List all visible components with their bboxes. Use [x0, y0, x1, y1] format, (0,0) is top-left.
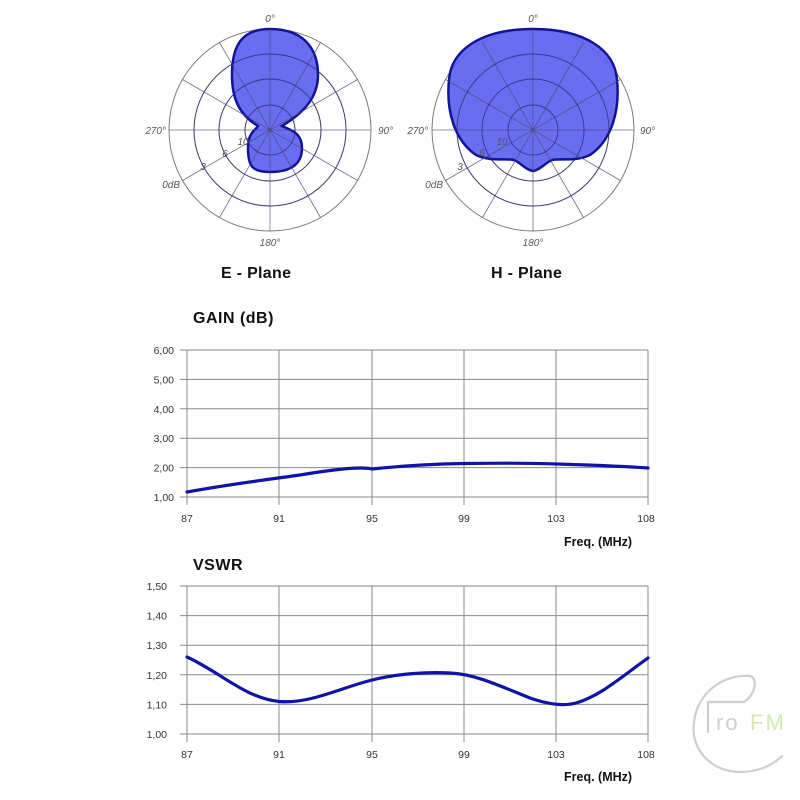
- svg-text:5,00: 5,00: [154, 374, 175, 386]
- svg-text:3,00: 3,00: [154, 433, 175, 445]
- vswr-chart-title: VSWR: [193, 557, 243, 574]
- svg-text:108: 108: [637, 513, 655, 525]
- gain-chart: 6,00 5,00 4,00 3,00 2,00 1,00 87 91 95 9…: [154, 345, 655, 525]
- gain-curve: [185, 461, 650, 494]
- e-plane-ring-10: 10: [237, 137, 249, 148]
- e-plane-angle-180: 180°: [260, 238, 281, 249]
- svg-text:108: 108: [637, 749, 655, 761]
- e-plane-angle-0: 0°: [265, 14, 275, 25]
- e-plane-labels: 0° 90° 180° 270° 0dB 3 6 10: [144, 14, 393, 249]
- svg-text:99: 99: [458, 749, 470, 761]
- h-plane-angle-180: 180°: [523, 238, 544, 249]
- svg-text:4,00: 4,00: [154, 404, 175, 416]
- vswr-x-axis-label: Freq. (MHz): [564, 770, 633, 784]
- logo-text-ro: ro: [716, 710, 740, 735]
- profm-logo: ro FM: [692, 674, 786, 774]
- gain-y-ticks: 6,00 5,00 4,00 3,00 2,00 1,00: [154, 345, 175, 504]
- gain-grid: [180, 349, 649, 505]
- gain-x-ticks: 87 91 95 99 103 108: [181, 513, 655, 525]
- vswr-y-ticks: 1,50 1,40 1,30 1,20 1,10 1,00: [147, 581, 168, 741]
- svg-text:1,30: 1,30: [147, 640, 168, 652]
- svg-text:1,50: 1,50: [147, 581, 168, 593]
- svg-text:95: 95: [366, 749, 378, 761]
- svg-text:1,00: 1,00: [154, 492, 175, 504]
- svg-text:1,10: 1,10: [147, 699, 168, 711]
- svg-text:6,00: 6,00: [154, 345, 175, 357]
- h-plane-label: H - Plane: [491, 265, 563, 282]
- svg-text:2,00: 2,00: [154, 463, 175, 475]
- h-plane-angle-90: 90°: [640, 126, 655, 137]
- svg-text:95: 95: [366, 513, 378, 525]
- e-plane-ring-3: 3: [200, 162, 206, 173]
- e-plane-angle-270: 270°: [144, 126, 166, 137]
- gain-x-axis-label: Freq. (MHz): [564, 535, 633, 549]
- e-plane-angle-90: 90°: [378, 126, 393, 137]
- h-plane-labels: 0° 90° 180° 270° 0dB 3 6 10: [406, 14, 655, 249]
- svg-text:99: 99: [458, 513, 470, 525]
- logo-swirl-icon: [692, 674, 784, 774]
- polar-plots: 0° 90° 180° 270° 0dB 3 6 10 0° 90° 180° …: [144, 14, 655, 249]
- h-plane-angle-0: 0°: [528, 14, 538, 25]
- h-plane-angle-270: 270°: [406, 126, 428, 137]
- h-plane-ring-10: 10: [496, 137, 508, 148]
- h-plane-inner-rings-over: [456, 53, 610, 207]
- vswr-chart: 1,50 1,40 1,30 1,20 1,10 1,00 87 91 95 9…: [147, 581, 655, 761]
- svg-text:91: 91: [273, 513, 285, 525]
- gain-chart-title: GAIN (dB): [193, 310, 274, 327]
- h-plane-ring-3: 3: [457, 162, 463, 173]
- svg-text:1,40: 1,40: [147, 611, 168, 623]
- vswr-x-ticks: 87 91 95 99 103 108: [181, 749, 655, 761]
- svg-text:103: 103: [547, 749, 565, 761]
- svg-text:103: 103: [547, 513, 565, 525]
- e-plane-label: E - Plane: [221, 265, 292, 282]
- vswr-curve: [185, 655, 650, 707]
- e-plane-spokes: [169, 29, 371, 231]
- svg-text:1,20: 1,20: [147, 670, 168, 682]
- svg-text:87: 87: [181, 749, 193, 761]
- svg-text:91: 91: [273, 749, 285, 761]
- e-plane-ring-0db: 0dB: [162, 180, 180, 191]
- vswr-grid: [180, 585, 649, 742]
- logo-text-fm: FM: [750, 710, 786, 735]
- e-plane-ring-6: 6: [222, 149, 228, 160]
- e-plane-inner-rings-over: [193, 53, 347, 207]
- h-plane-ring-0db: 0dB: [425, 180, 443, 191]
- h-plane-spokes: [432, 29, 634, 231]
- svg-text:87: 87: [181, 513, 193, 525]
- svg-text:1,00: 1,00: [147, 729, 168, 741]
- h-plane-ring-6: 6: [479, 148, 485, 159]
